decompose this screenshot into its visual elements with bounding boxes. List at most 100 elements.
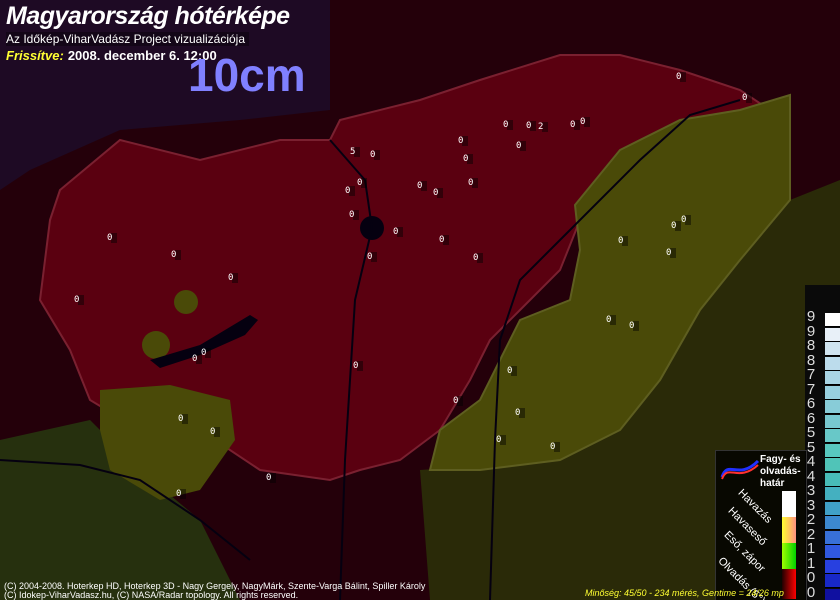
scale-segment <box>825 443 840 458</box>
scale-label: 9 <box>806 308 816 325</box>
legend: Fagy- és olvadás-határ Havazás Havaseső … <box>715 450 807 600</box>
station-value: 0 <box>369 150 381 160</box>
station-value: 0 <box>514 408 526 418</box>
station-value: 0 <box>73 295 85 305</box>
station-value: 0 <box>680 215 692 225</box>
scale-label: 6 <box>806 409 816 427</box>
scale-label: 2 <box>806 525 816 543</box>
quality-info: Minőség: 45/50 - 234 mérés, Gentime = 24… <box>585 588 784 598</box>
station-value: 0 <box>416 181 428 191</box>
scale-segment <box>825 400 840 414</box>
station-value: 0 <box>457 136 469 146</box>
scale-label: 1 <box>806 554 816 572</box>
scale-segment <box>825 385 840 400</box>
updated-label: Frissítve: <box>6 48 64 63</box>
station-value: 0 <box>452 396 464 406</box>
station-value: 0 <box>432 188 444 198</box>
scale-segment <box>825 458 840 472</box>
station-value: 0 <box>366 252 378 262</box>
scale-label: 1 <box>806 540 816 557</box>
scale-segment <box>825 356 840 371</box>
station-value: 0 <box>628 321 640 331</box>
station-value: 0 <box>467 178 479 188</box>
scale-label: 3 <box>806 496 816 514</box>
river-drava <box>0 459 251 561</box>
scale-label: 3 <box>806 482 816 499</box>
station-value: 0 <box>209 427 221 437</box>
river-tisza <box>489 99 741 600</box>
updated-value: 2008. december 6. 12:00 <box>67 48 217 63</box>
scale-segment <box>825 371 840 385</box>
station-value: 0 <box>227 273 239 283</box>
station-value: 0 <box>348 210 360 220</box>
station-value: 0 <box>177 414 189 424</box>
boundary-line-icon <box>720 459 760 480</box>
swatch-melt <box>782 569 796 599</box>
legend-boundary-label: Fagy- és olvadás-határ <box>760 454 801 489</box>
station-value: 0 <box>352 361 364 371</box>
copyright-line-1: (C) 2004-2008. Hoterkep HD, Hoterkep 3D … <box>4 581 426 591</box>
copyright-line-2: (C) Idokep-ViharVadasz.hu, (C) NASA/Rada… <box>4 590 299 600</box>
station-value: 0 <box>344 186 356 196</box>
scale-segment <box>825 545 840 559</box>
scale-label: 7 <box>806 380 816 398</box>
scale-label: 4 <box>806 453 816 470</box>
station-value: 2 <box>537 122 549 132</box>
scale-segment <box>825 472 840 487</box>
scale-segment <box>825 588 840 600</box>
scale-label: 0 <box>806 569 816 586</box>
station-value: 0 <box>515 141 527 151</box>
river-danube <box>329 139 374 600</box>
scale-segment <box>825 487 840 501</box>
scale-label: 0 <box>806 583 816 600</box>
map-title: Magyarország hótérképe <box>6 2 290 30</box>
swatch-sleet <box>782 517 796 543</box>
station-value: 0 <box>525 121 537 131</box>
station-value: 0 <box>502 120 514 130</box>
station-value: 0 <box>675 72 687 82</box>
scale-segment <box>825 429 840 443</box>
station-value: 0 <box>569 120 581 130</box>
melt-zone-small <box>142 331 170 359</box>
swatch-rain <box>782 543 796 569</box>
region-southwest <box>0 420 240 600</box>
scale-label: 8 <box>806 337 816 354</box>
station-value: 0 <box>170 250 182 260</box>
scale-segment <box>825 414 840 429</box>
melt-zone-east <box>428 93 791 471</box>
station-value: 0 <box>549 442 561 452</box>
melt-zone-small <box>174 290 198 314</box>
scale-segment <box>825 559 840 574</box>
station-value: 0 <box>506 366 518 376</box>
station-value: 0 <box>265 473 277 483</box>
station-value: 0 <box>665 248 677 258</box>
station-value: 0 <box>106 233 118 243</box>
station-value: 0 <box>495 435 507 445</box>
scale-label: 7 <box>806 366 816 383</box>
station-value: 0 <box>438 235 450 245</box>
station-value: 0 <box>670 221 682 231</box>
station-value: 0 <box>175 489 187 499</box>
scale-segment <box>825 501 840 516</box>
station-value: 0 <box>191 354 203 364</box>
scale-segment <box>825 313 840 327</box>
station-value: 0 <box>462 154 474 164</box>
scale-label: 2 <box>806 511 816 528</box>
updated-line: Frissítve: 2008. december 6. 12:00 <box>6 48 217 63</box>
depth-label: 10cm <box>188 49 306 101</box>
station-value: 0 <box>741 93 753 103</box>
scale-label: 9 <box>806 322 816 340</box>
station-value: 0 <box>579 117 591 127</box>
map-subtitle: Az Időkép-ViharVadász Project vizualizác… <box>6 32 250 46</box>
station-value: 5 <box>349 147 361 157</box>
scale-segment <box>825 342 840 356</box>
station-value: 0 <box>200 348 212 358</box>
swatch-snow <box>782 491 796 517</box>
station-value: 0 <box>392 227 404 237</box>
scale-label: 4 <box>806 467 816 485</box>
scale-label: 8 <box>806 351 816 369</box>
station-value: 0 <box>472 253 484 263</box>
scale-label: 6 <box>806 395 816 412</box>
